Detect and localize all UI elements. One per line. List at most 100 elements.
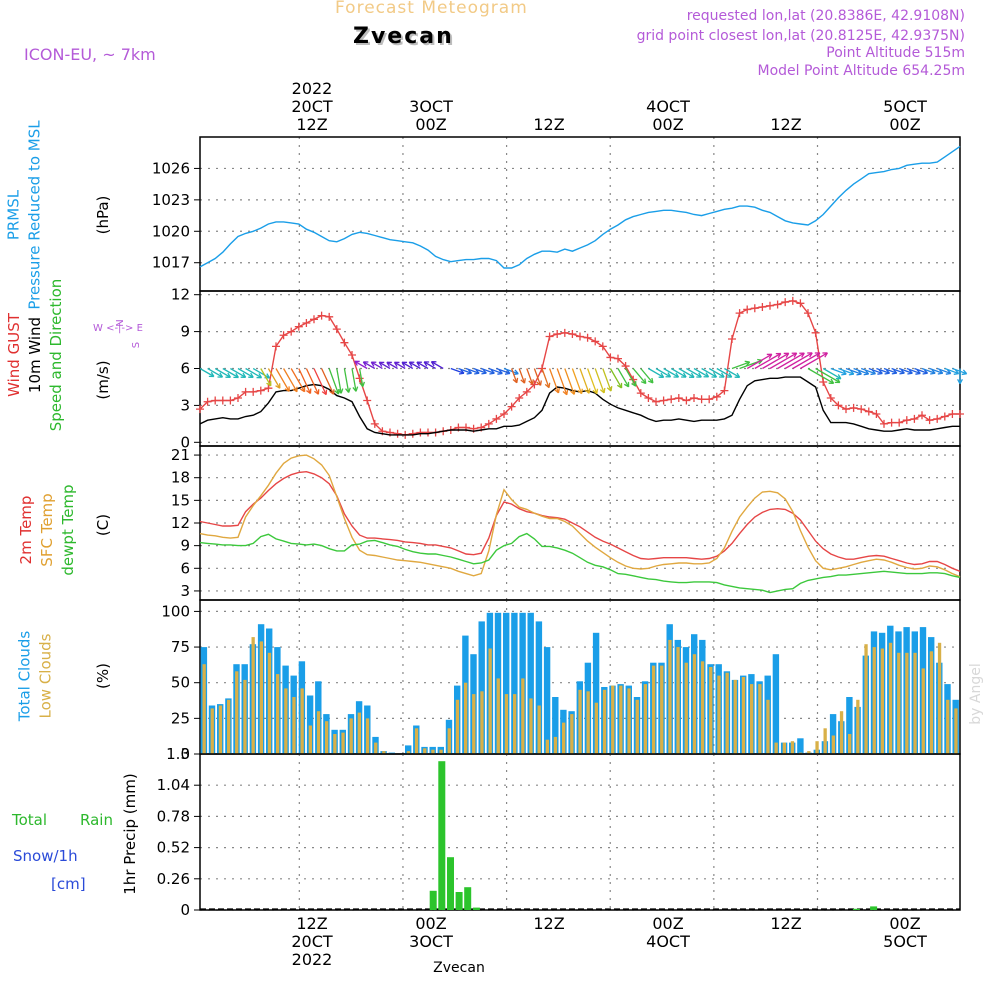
cloud-bar-low: [913, 652, 917, 754]
wind-arrow: [632, 368, 647, 384]
gust-marker: [196, 405, 204, 414]
wind-arrow: [936, 367, 951, 375]
wind-arrow-head: [362, 361, 369, 367]
wind-arrow: [724, 367, 740, 378]
gust-marker: [804, 309, 812, 318]
wind-arrow-head: [957, 379, 963, 385]
wind-arrow-head: [822, 352, 828, 358]
model-label: ICON-EU, ~ 7km: [24, 45, 156, 64]
cloud-bar-low: [709, 667, 713, 754]
cloud-bar-low: [815, 741, 819, 754]
cloud-bar-low: [839, 711, 844, 754]
y-tick-label: 6: [180, 559, 190, 577]
gust-marker: [553, 330, 562, 339]
cloud-bar-low: [472, 694, 476, 754]
compass-n: N: [115, 319, 126, 326]
gust-marker: [644, 394, 653, 403]
wind-arrow: [815, 367, 841, 384]
cloud-bar-total: [772, 654, 780, 754]
wind-arrow: [394, 361, 406, 370]
wind-arrow: [541, 368, 550, 388]
cloud-bar-total: [527, 612, 534, 754]
y-tick-label: 9: [180, 537, 190, 555]
wind-arrow-head: [292, 386, 298, 393]
wind-arrow: [283, 368, 298, 393]
gust-marker: [712, 392, 721, 401]
y-tick-label: 3: [180, 582, 190, 600]
gust-marker: [750, 304, 759, 313]
wind-arrow-head: [606, 386, 613, 392]
panel-temperature: [194, 445, 961, 601]
unit-text: (C): [94, 514, 112, 536]
cloud-bar-low: [864, 644, 868, 754]
top-axis-label: 20CT: [291, 97, 333, 116]
gust-marker: [933, 414, 942, 423]
gust-marker: [925, 416, 934, 425]
wind-arrow: [401, 361, 414, 370]
wind-arrow-head: [430, 361, 437, 367]
wind-arrow-head: [264, 373, 271, 379]
precip-bar: [464, 887, 472, 910]
series-sfc-temp: [199, 454, 961, 578]
legend-total: Total: [11, 811, 47, 829]
gust-marker: [864, 407, 873, 416]
ylabel-line: dewpt Temp: [59, 484, 77, 575]
wind-arrow-head: [640, 378, 647, 385]
ylabel-line: Speed and Direction: [47, 279, 65, 432]
gust-marker: [857, 405, 866, 414]
y-tick-label: 9: [180, 323, 190, 341]
y-tick-label: 12: [171, 286, 190, 304]
wind-arrow-head: [352, 386, 359, 392]
gust-marker: [652, 397, 660, 406]
cloud-bar-low: [741, 677, 746, 754]
wind-arrow-head: [520, 378, 526, 384]
cloud-bar-low: [602, 689, 607, 754]
bottom-axis-label: 2022: [292, 950, 333, 969]
gust-marker: [819, 378, 828, 387]
wind-arrow-head: [665, 372, 672, 378]
cloud-bar-low: [504, 694, 509, 754]
cloud-bar-low: [545, 739, 549, 754]
gust-marker: [728, 334, 736, 343]
gust-marker: [393, 429, 402, 438]
y-tick-label: 21: [171, 446, 190, 464]
wind-arrow-head: [306, 388, 312, 395]
wind-arrow-head: [225, 372, 231, 378]
cloud-bar-total: [478, 621, 485, 754]
y-tick-label: 1.04: [157, 776, 190, 794]
wind-arrow-head: [623, 381, 630, 388]
cloud-bar-low: [267, 652, 272, 754]
gust-marker: [332, 325, 341, 334]
model-altitude: Model Point Altitude 654.25m: [757, 63, 965, 79]
gust-marker: [325, 312, 334, 321]
cloud-bar-low: [651, 665, 656, 754]
panel-ylabel: 2m Temp SFC Temp dewpt Temp: [17, 484, 77, 575]
wind-arrow-head: [554, 387, 560, 394]
cloud-bar-low: [406, 751, 411, 754]
bottom-axis-label: 00Z: [889, 914, 920, 933]
cloud-bar-low: [455, 699, 460, 754]
cloud-bar-total: [592, 632, 600, 754]
wind-arrow: [260, 368, 272, 387]
gust-marker: [279, 331, 288, 340]
gust-marker: [910, 414, 919, 423]
wind-arrow: [602, 368, 612, 392]
gust-marker: [842, 405, 850, 414]
gust-marker: [918, 411, 926, 420]
wind-arrow-head: [512, 377, 519, 384]
top-axis-label: 5OCT: [883, 97, 927, 116]
cloud-bar-low: [439, 749, 443, 754]
wind-arrow-head: [681, 372, 687, 378]
series-prmsl: [199, 145, 961, 269]
wind-arrow-head: [766, 353, 773, 359]
top-axis-label: 12Z: [296, 115, 327, 134]
wind-arrow-head: [719, 372, 725, 378]
gust-marker: [522, 387, 531, 396]
ylabel-line: Pressure Reduced to MSL: [26, 120, 44, 310]
cloud-bar-low: [210, 708, 214, 754]
gust-marker: [294, 322, 303, 331]
y-tick-label: 0: [180, 901, 190, 919]
wind-arrow-head: [570, 389, 576, 395]
wind-arrow: [762, 352, 790, 370]
